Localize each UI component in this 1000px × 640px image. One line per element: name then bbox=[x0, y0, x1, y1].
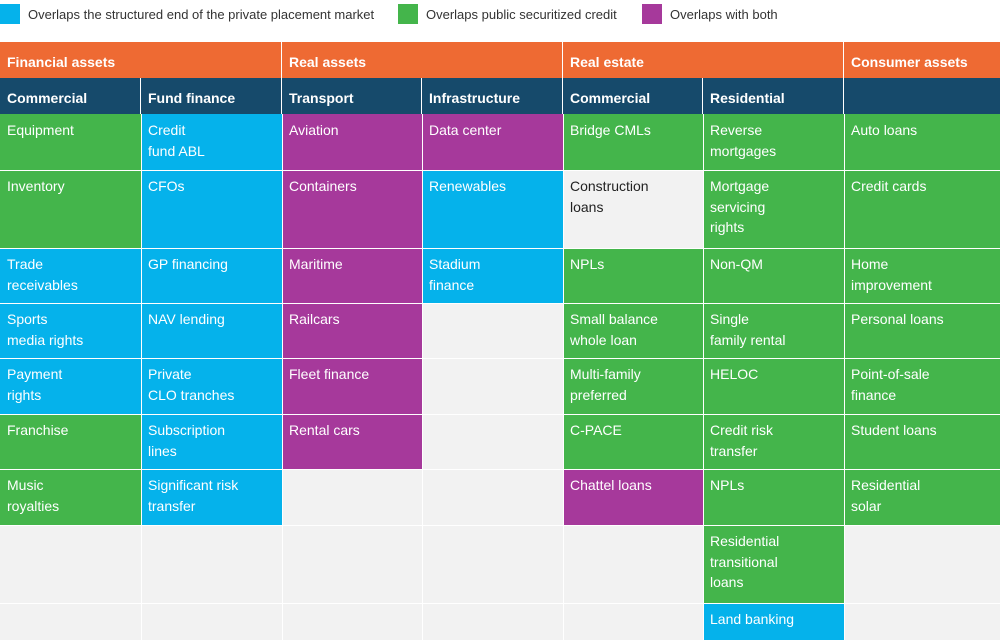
asset-cell: Inventory bbox=[0, 170, 141, 248]
asset-cell: Small balance whole loan bbox=[563, 303, 703, 358]
legend-swatch-blue bbox=[0, 4, 20, 24]
grid-line-vertical bbox=[563, 114, 564, 640]
legend-item-securitized: Overlaps public securitized credit bbox=[398, 4, 617, 24]
empty-cell bbox=[282, 469, 422, 525]
grid-line-vertical bbox=[282, 114, 283, 640]
asset-cell: Subscription lines bbox=[141, 414, 282, 469]
group-header-real-assets: Real assets bbox=[282, 42, 563, 78]
legend-item-private-placement: Overlaps the structured end of the priva… bbox=[0, 4, 374, 24]
subheader-re-commercial: Commercial bbox=[563, 78, 703, 114]
asset-cell: Aviation bbox=[282, 114, 422, 170]
asset-cell: Franchise bbox=[0, 414, 141, 469]
empty-cell bbox=[422, 414, 563, 469]
asset-cell: Railcars bbox=[282, 303, 422, 358]
grid-line-horizontal bbox=[0, 358, 1000, 359]
group-header-financial-assets: Financial assets bbox=[0, 42, 282, 78]
empty-cell bbox=[422, 603, 563, 640]
legend-swatch-purple bbox=[642, 4, 662, 24]
grid-line-horizontal bbox=[0, 303, 1000, 304]
asset-cell: Significant risk transfer bbox=[141, 469, 282, 525]
empty-cell bbox=[422, 303, 563, 358]
asset-cell: Trade receivables bbox=[0, 248, 141, 303]
asset-cell: Rental cars bbox=[282, 414, 422, 469]
asset-cell: Non-QM bbox=[703, 248, 844, 303]
grid-line-horizontal bbox=[0, 525, 1000, 526]
legend-label: Overlaps the structured end of the priva… bbox=[28, 6, 375, 22]
asset-cell: Multi-family preferred bbox=[563, 358, 703, 414]
asset-cell: Personal loans bbox=[844, 303, 1000, 358]
asset-cell: Land banking bbox=[703, 603, 844, 640]
asset-cell: Credit fund ABL bbox=[141, 114, 282, 170]
asset-cell: Single family rental bbox=[703, 303, 844, 358]
asset-cell: Credit risk transfer bbox=[703, 414, 844, 469]
empty-cell bbox=[141, 525, 282, 603]
empty-cell bbox=[282, 603, 422, 640]
grid-line-horizontal bbox=[0, 603, 1000, 604]
grid-line-vertical bbox=[703, 114, 704, 640]
asset-cell: Reverse mortgages bbox=[703, 114, 844, 170]
asset-cell: Containers bbox=[282, 170, 422, 248]
empty-cell bbox=[282, 525, 422, 603]
asset-cell: Data center bbox=[422, 114, 563, 170]
empty-cell bbox=[563, 525, 703, 603]
asset-cell: Private CLO tranches bbox=[141, 358, 282, 414]
asset-cell: Chattel loans bbox=[563, 469, 703, 525]
asset-cell: HELOC bbox=[703, 358, 844, 414]
asset-cell: Bridge CMLs bbox=[563, 114, 703, 170]
empty-cell bbox=[844, 525, 1000, 603]
empty-cell bbox=[422, 525, 563, 603]
empty-cell bbox=[844, 603, 1000, 640]
empty-cell bbox=[141, 603, 282, 640]
asset-cell: CFOs bbox=[141, 170, 282, 248]
empty-cell bbox=[422, 469, 563, 525]
subheader-transport: Transport bbox=[282, 78, 422, 114]
asset-cell: GP financing bbox=[141, 248, 282, 303]
empty-cell bbox=[422, 358, 563, 414]
asset-cell: Maritime bbox=[282, 248, 422, 303]
asset-cell: Residential solar bbox=[844, 469, 1000, 525]
empty-cell bbox=[0, 525, 141, 603]
subheader-commercial: Commercial bbox=[0, 78, 141, 114]
asset-cell: Residential transitional loans bbox=[703, 525, 844, 603]
grid-line-horizontal bbox=[0, 170, 1000, 171]
subheader-residential: Residential bbox=[703, 78, 844, 114]
legend: Overlaps the structured end of the priva… bbox=[0, 0, 1000, 28]
asset-cell: Point-of-sale finance bbox=[844, 358, 1000, 414]
legend-label: Overlaps with both bbox=[670, 6, 778, 22]
asset-cell: Renewables bbox=[422, 170, 563, 248]
asset-cell: Stadium finance bbox=[422, 248, 563, 303]
asset-cell: Music royalties bbox=[0, 469, 141, 525]
asset-cell: Home improvement bbox=[844, 248, 1000, 303]
asset-cell: Student loans bbox=[844, 414, 1000, 469]
subheader-consumer bbox=[844, 78, 1000, 114]
group-header-consumer-assets: Consumer assets bbox=[844, 42, 1000, 78]
group-header-real-estate: Real estate bbox=[563, 42, 844, 78]
subheader-fund-finance: Fund finance bbox=[141, 78, 282, 114]
asset-cell: Payment rights bbox=[0, 358, 141, 414]
subheader-infrastructure: Infrastructure bbox=[422, 78, 563, 114]
legend-label: Overlaps public securitized credit bbox=[426, 6, 617, 22]
asset-cell: Mortgage servicing rights bbox=[703, 170, 844, 248]
asset-cell: NPLs bbox=[563, 248, 703, 303]
asset-cell: Auto loans bbox=[844, 114, 1000, 170]
grid-line-vertical bbox=[422, 114, 423, 640]
grid-line-horizontal bbox=[0, 469, 1000, 470]
asset-cell: NPLs bbox=[703, 469, 844, 525]
legend-swatch-green bbox=[398, 4, 418, 24]
empty-cell bbox=[563, 603, 703, 640]
grid-line-horizontal bbox=[0, 248, 1000, 249]
asset-cell: Sports media rights bbox=[0, 303, 141, 358]
grid-line-vertical bbox=[844, 114, 845, 640]
asset-cell: Credit cards bbox=[844, 170, 1000, 248]
legend-item-both: Overlaps with both bbox=[642, 4, 778, 24]
asset-cell: Equipment bbox=[0, 114, 141, 170]
grid-line-vertical bbox=[141, 114, 142, 640]
empty-cell bbox=[0, 603, 141, 640]
grid-line-horizontal bbox=[0, 414, 1000, 415]
asset-matrix: Financial assets Real assets Real estate… bbox=[0, 42, 1000, 640]
asset-cell: Fleet finance bbox=[282, 358, 422, 414]
asset-cell: NAV lending bbox=[141, 303, 282, 358]
asset-cell: C-PACE bbox=[563, 414, 703, 469]
asset-cell: Construction loans bbox=[563, 170, 703, 248]
